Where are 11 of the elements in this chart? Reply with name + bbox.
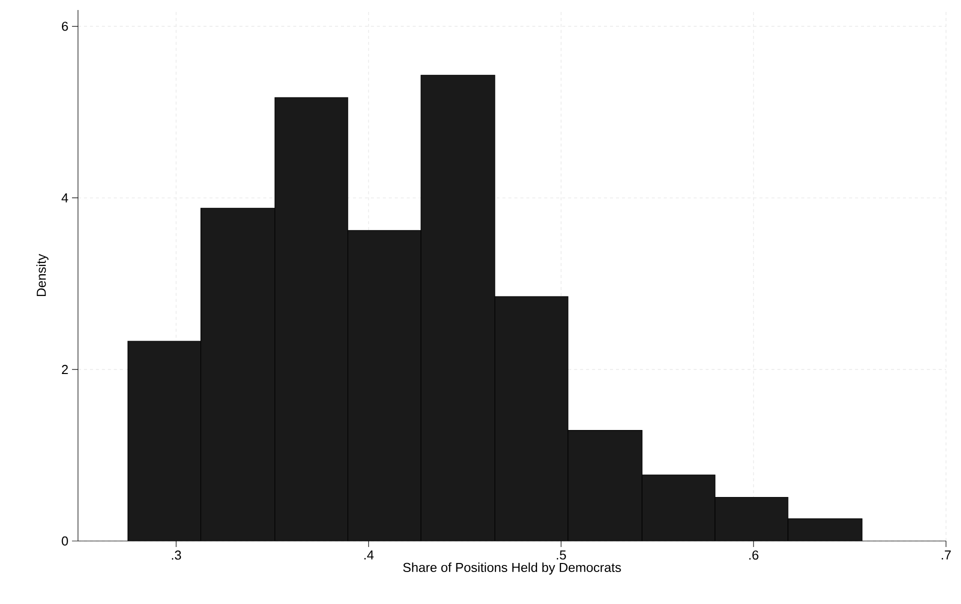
x-tick-label: .4 — [364, 550, 374, 560]
y-tick-label: 0 — [62, 536, 68, 546]
y-tick-label: 6 — [62, 22, 68, 31]
y-axis-title: Density — [36, 254, 48, 296]
y-tick-label: 2 — [62, 364, 68, 374]
x-tick-label: .6 — [749, 550, 758, 560]
x-tick-label: .3 — [172, 550, 181, 560]
y-tick-label: 4 — [62, 193, 68, 202]
x-tick-label: .5 — [556, 550, 566, 560]
x-axis-title: Share of Positions Held by Democrats — [403, 562, 621, 575]
x-tick-label: .7 — [942, 550, 951, 560]
